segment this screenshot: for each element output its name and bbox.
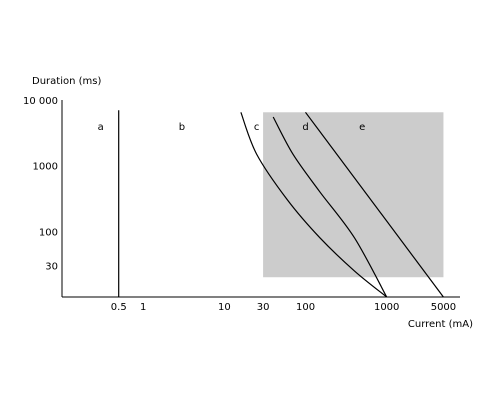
region-label-e: e xyxy=(359,122,365,133)
region-label-c: c xyxy=(254,122,260,133)
region-labels: a b c d e xyxy=(98,122,366,133)
shaded-region xyxy=(263,112,444,278)
y-tick-labels: 30 100 1000 10 000 xyxy=(23,96,58,273)
series-line-3 xyxy=(272,116,388,298)
region-label-a: a xyxy=(98,122,104,133)
region-label-d: d xyxy=(302,122,308,133)
x-axis-title: Current (mA) xyxy=(408,319,473,330)
y-tick-label: 10 000 xyxy=(23,96,58,107)
series-line-2 xyxy=(240,112,388,298)
x-tick-label: 1000 xyxy=(374,302,399,313)
y-tick-label: 100 xyxy=(39,227,58,238)
series-layer xyxy=(118,110,444,298)
x-tick-label: 100 xyxy=(296,302,315,313)
x-tick-label: 0.5 xyxy=(111,302,127,313)
x-tick-label: 30 xyxy=(257,302,270,313)
region-label-b: b xyxy=(179,122,185,133)
x-tick-labels: 0.5 1 10 30 100 1000 5000 xyxy=(111,302,456,313)
x-tick-label: 1 xyxy=(140,302,146,313)
y-tick-label: 1000 xyxy=(33,162,58,173)
x-tick-label: 10 xyxy=(218,302,231,313)
y-tick-label: 30 xyxy=(45,262,58,273)
y-axis-title: Duration (ms) xyxy=(32,76,101,87)
x-tick-label: 5000 xyxy=(431,302,456,313)
series-line-4 xyxy=(305,111,444,298)
